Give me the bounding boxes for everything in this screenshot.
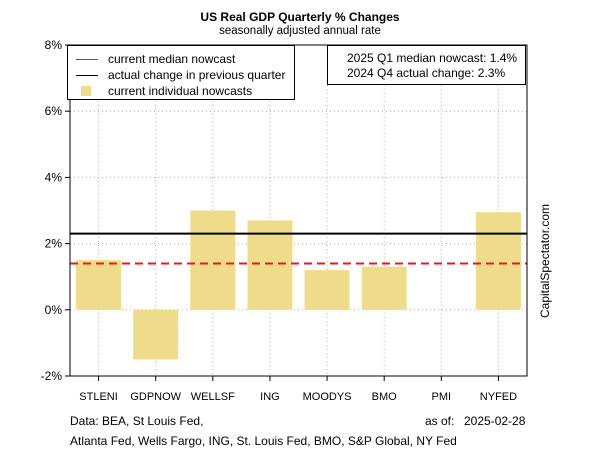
legend-item-actual: actual change in previous quarter	[68, 68, 294, 84]
site-watermark: CapitalSpectator.com	[538, 203, 552, 318]
legend-label: current individual nowcasts	[108, 84, 253, 98]
bar-nyfed	[475, 212, 521, 310]
bar-wellsf	[190, 210, 236, 310]
source-line-1: Data: BEA, St Louis Fed,	[70, 414, 204, 428]
as-of-date: 2025-02-28	[464, 414, 526, 428]
bar-bmo	[361, 266, 407, 310]
as-of-label: as of:	[425, 414, 455, 428]
legend: current median nowcast actual change in …	[67, 45, 295, 100]
x-tick-label: STLENI	[79, 391, 118, 403]
chart-title: US Real GDP Quarterly % Changes	[200, 10, 400, 24]
chart-subtitle: seasonally adjusted annual rate	[219, 25, 381, 37]
x-tick-label: BMO	[372, 391, 398, 403]
legend-nowcast-swatch	[81, 86, 91, 96]
legend-median-swatch	[76, 59, 98, 60]
info-actual-change: 2024 Q4 actual change: 2.3%	[347, 66, 506, 80]
y-tick-label: -2%	[41, 369, 63, 383]
x-tick-label: WELLSF	[191, 391, 235, 403]
legend-label: actual change in previous quarter	[108, 68, 286, 82]
x-tick-label: ING	[260, 391, 280, 403]
bar-ing	[247, 220, 293, 310]
y-tick-label: 6%	[45, 104, 63, 118]
bar-stleni	[76, 260, 122, 310]
x-tick-label: NYFED	[480, 391, 517, 403]
y-tick-label: 0%	[45, 303, 63, 317]
info-median-nowcast: 2025 Q1 median nowcast: 1.4%	[347, 51, 518, 65]
legend-item-median: current median nowcast	[68, 52, 294, 68]
bar-moodys	[304, 270, 350, 310]
plot-frame	[69, 44, 528, 377]
legend-item-nowcasts: current individual nowcasts	[68, 84, 294, 100]
y-tick-label: 8%	[45, 38, 63, 52]
x-tick-label: MOODYS	[303, 391, 352, 403]
bar-gdpnow	[133, 309, 179, 360]
legend-label: current median nowcast	[108, 52, 236, 66]
x-tick-label: PMI	[432, 391, 452, 403]
source-line-2: Atlanta Fed, Wells Fargo, ING, St. Louis…	[70, 434, 457, 448]
x-tick-label: GDPNOW	[130, 391, 181, 403]
y-tick-label: 4%	[45, 170, 63, 184]
y-tick-label: 2%	[45, 237, 63, 251]
legend-actual-swatch	[76, 75, 98, 76]
info-box: 2025 Q1 median nowcast: 1.4% 2024 Q4 act…	[327, 45, 526, 85]
